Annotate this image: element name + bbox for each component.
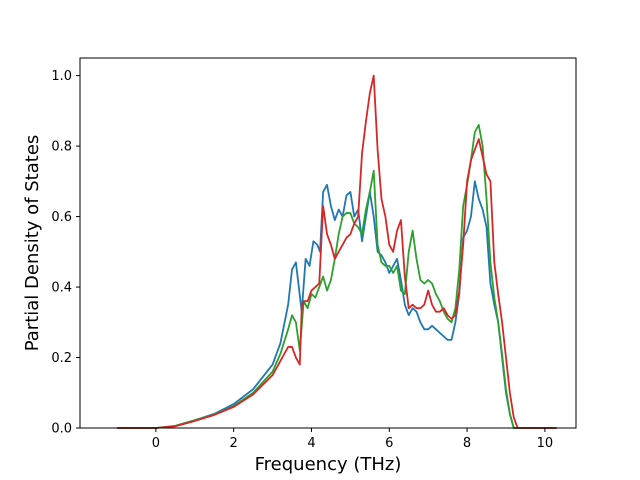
y-tick-label: 0.4: [51, 281, 72, 296]
x-tick-label: 6: [385, 436, 393, 451]
y-axis-label: Partial Density of States: [22, 135, 43, 352]
y-tick-label: 0.0: [51, 422, 72, 437]
series-line-1: [116, 180, 557, 429]
x-tick-label: 10: [537, 436, 554, 451]
x-axis-label: Frequency (THz): [255, 454, 402, 475]
ticks-layer: 0 2 4 6 8 10 0.0 0.2 0.4 0.6 0.8 1.0: [51, 69, 553, 451]
y-tick-label: 0.2: [51, 351, 72, 366]
x-tick-label: 8: [463, 436, 471, 451]
y-tick-label: 0.6: [51, 210, 72, 225]
y-tick-label: 0.8: [51, 140, 72, 155]
x-tick-label: 2: [230, 436, 238, 451]
series-line-2: [116, 124, 557, 429]
x-tick-label: 4: [307, 436, 315, 451]
axes-frame: [79, 57, 577, 429]
y-tick-label: 1.0: [51, 69, 72, 84]
plot-content: [116, 74, 557, 429]
series-line-3: [116, 74, 557, 429]
x-tick-label: 0: [152, 436, 160, 451]
